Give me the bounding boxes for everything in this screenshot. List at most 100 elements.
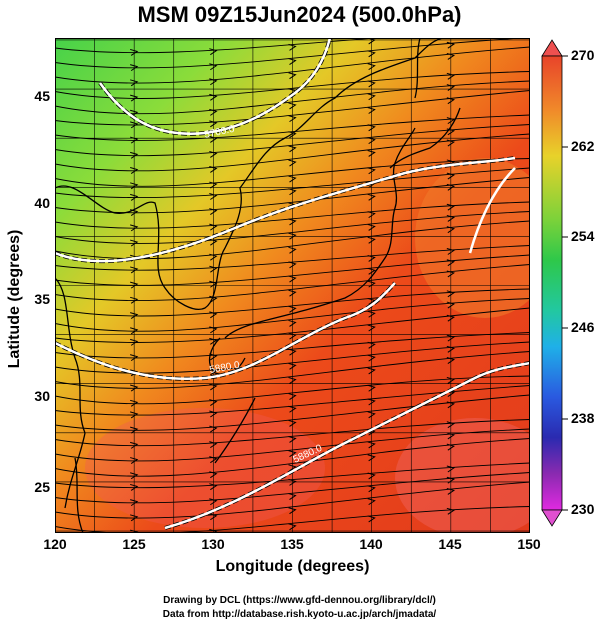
streamline-arrow [209,150,218,158]
streamline-arrow [446,72,456,80]
streamline-arrow [209,78,218,86]
streamline-arrow [130,224,139,232]
colorbar [541,39,568,527]
streamline-arrow [130,281,139,289]
streamline [55,124,530,157]
streamline-arrow [367,80,376,88]
streamline [55,472,530,504]
coastlines [55,38,461,533]
streamline-arrow [209,326,218,334]
streamline-arrow [367,472,376,480]
streamline-arrow [446,401,456,409]
streamline [55,438,530,477]
streamline-arrow [367,384,376,392]
streamline-arrow [209,513,218,521]
streamline-arrow [288,319,297,327]
streamline-arrow [288,478,297,486]
streamline-arrow [288,159,297,167]
streamline [55,167,530,199]
x-tick-label: 120 [43,536,67,552]
x-tick-label: 140 [359,536,383,552]
credit-data: Data from http://database.rish.kyoto-u.a… [162,609,437,620]
streamline [55,201,530,229]
streamline-arrow [446,97,456,105]
streamline-arrow [446,214,456,222]
streamline [55,341,530,374]
streamline [55,177,530,214]
streamline-arrow [446,172,456,180]
streamline-arrow [288,275,297,283]
streamline-arrow [209,120,218,128]
x-tick-label: 125 [122,536,146,552]
streamline-arrow [130,121,139,129]
streamline-arrow [367,223,376,231]
streamline-arrow [209,181,218,189]
x-tick-label: 135 [280,536,304,552]
streamline [55,245,530,271]
streamline-arrow [209,528,218,533]
streamline-arrow [130,354,139,362]
streamline-arrow [367,149,376,157]
y-tick-label: 40 [34,195,50,211]
streamline-arrow [288,377,297,384]
y-tick-label: 45 [34,88,50,104]
colorbar-gradient [541,55,563,511]
streamline-arrow [209,63,218,71]
colorbar-tick-label: 230 [571,501,595,517]
streamline-arrow [209,425,218,433]
streamline [55,46,530,84]
streamline-arrow [367,63,376,71]
streamline-arrow [209,165,218,173]
streamline-arrow [130,483,139,491]
streamline [55,133,530,172]
streamline-arrow [446,259,456,267]
colorbar-tick-label: 270 [571,47,595,63]
streamline-arrow [446,334,456,342]
streamline-arrow [446,290,456,298]
streamline-arrow [130,182,139,190]
streamline-arrow [367,498,376,506]
streamline-arrow [130,79,139,87]
streamline-arrow [446,421,456,429]
streamline-arrow [130,239,139,247]
y-tick-label: 25 [34,479,50,495]
warm-region-highlight [85,408,325,528]
streamline-arrow [446,465,456,473]
colorbar-tick-label: 254 [571,228,595,244]
streamline-arrow [288,362,297,370]
streamline-arrow [288,145,297,153]
colorbar-tick-label: 246 [571,319,595,335]
streamline-arrow [130,151,139,159]
y-axis-label: Latitude (degrees) [6,229,23,369]
streamline-arrow [209,238,218,246]
y-tick-label: 35 [34,291,50,307]
streamline-arrow [367,137,376,145]
streamline-arrow [367,367,376,375]
streamline-arrow [209,48,218,56]
isoline-5880-south [164,361,530,530]
streamline-arrow [209,383,218,391]
streamline-arrow [367,341,376,349]
streamline-arrow [367,107,376,114]
streamline-arrow [130,338,139,346]
streamline-arrow [288,115,297,123]
coastline-china-east [55,277,86,509]
streamline-arrow [446,226,456,234]
streamline-arrow [367,93,376,101]
streamline-arrow [209,193,218,200]
streamline-arrow [288,102,297,110]
streamline-arrow [209,498,218,506]
streamline-arrow [367,211,376,219]
streamline-arrow [288,175,297,183]
streamline-arrow [288,405,297,413]
colorbar-top-arrow [541,39,563,57]
streamline-arrow [446,248,456,255]
streamline-arrow [209,399,218,406]
x-tick-label: 145 [438,536,462,552]
streamline-arrow [367,167,376,175]
streamline-arrow [288,289,297,297]
streamline-arrow [288,419,297,427]
streamline-arrow [367,310,376,318]
isoline-5820-east [468,167,516,254]
streamline-arrow [446,203,456,211]
